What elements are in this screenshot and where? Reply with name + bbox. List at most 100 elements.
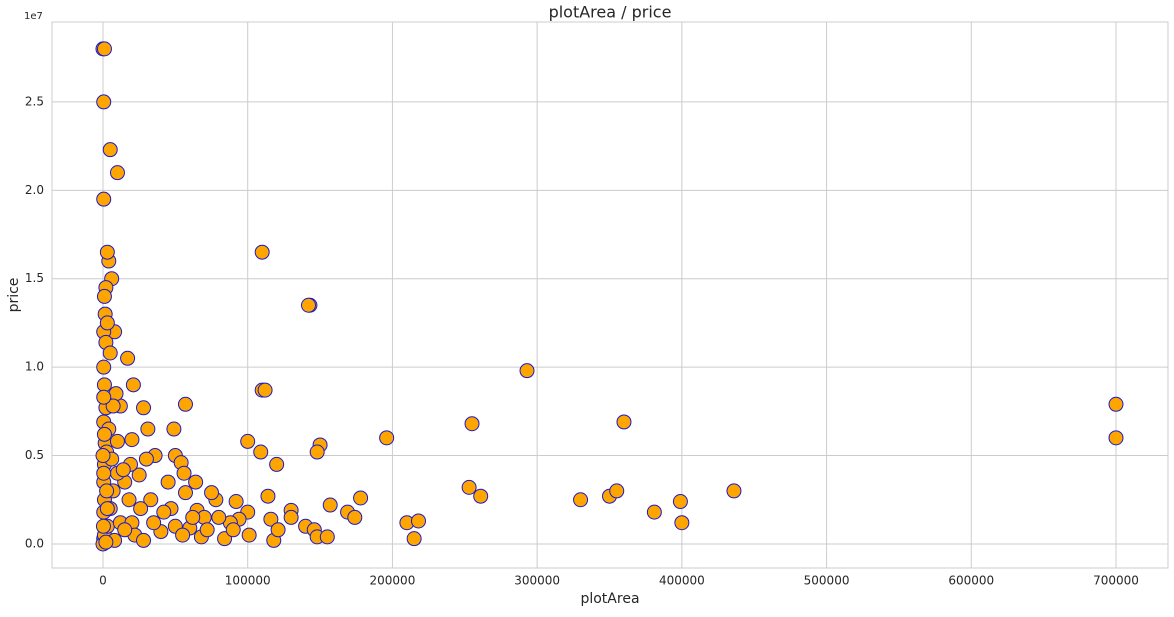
x-tick-label: 0 — [99, 574, 107, 588]
point — [726, 483, 742, 499]
point — [185, 509, 201, 525]
x-tick-label: 400000 — [659, 574, 705, 588]
point — [96, 41, 112, 57]
point — [146, 515, 162, 531]
point — [270, 522, 286, 538]
point — [143, 492, 159, 508]
point — [140, 421, 156, 437]
x-axis-label: plotArea — [580, 591, 639, 607]
point — [260, 488, 276, 504]
point — [96, 465, 112, 481]
point — [109, 433, 125, 449]
point — [309, 444, 325, 460]
point — [347, 509, 363, 525]
point — [254, 244, 270, 260]
point — [253, 444, 269, 460]
point — [99, 501, 115, 517]
point — [461, 479, 477, 495]
point — [646, 504, 662, 520]
point — [102, 142, 118, 158]
chart-title: plotArea / price — [549, 3, 672, 22]
y-tick-label: 1.0 — [25, 360, 44, 374]
plot-frame — [51, 21, 1169, 569]
point — [199, 522, 215, 538]
point — [283, 509, 299, 525]
point — [410, 513, 426, 529]
point — [225, 522, 241, 538]
point — [240, 433, 256, 449]
point — [319, 529, 335, 545]
point — [674, 515, 690, 531]
point — [519, 363, 535, 379]
point — [115, 462, 131, 478]
point — [99, 244, 115, 260]
x-tick-label: 100000 — [225, 574, 271, 588]
point — [99, 315, 115, 331]
marks-layer — [95, 41, 1124, 552]
point — [136, 532, 152, 548]
point — [109, 165, 125, 181]
y-axis-label: price — [6, 278, 22, 313]
point — [177, 396, 193, 412]
point — [96, 426, 112, 442]
point — [609, 483, 625, 499]
offset-text: 1e7 — [24, 11, 43, 22]
point — [188, 474, 204, 490]
point — [96, 389, 112, 405]
point — [105, 398, 121, 414]
point — [175, 527, 191, 543]
y-tick-label: 2.0 — [25, 183, 44, 197]
point — [257, 382, 273, 398]
x-tick-label: 600000 — [948, 574, 994, 588]
point — [136, 400, 152, 416]
point — [269, 456, 285, 472]
y-tick-label: 0.5 — [25, 448, 44, 462]
y-tick-label: 1.5 — [25, 271, 44, 285]
point — [300, 297, 316, 313]
point — [241, 527, 257, 543]
point — [263, 511, 279, 527]
point — [473, 488, 489, 504]
point — [99, 483, 115, 499]
point — [96, 191, 112, 207]
point — [131, 467, 147, 483]
x-tick-label: 500000 — [804, 574, 850, 588]
point — [379, 430, 395, 446]
y-tick-label: 2.5 — [25, 94, 44, 108]
point — [96, 377, 112, 393]
point — [95, 518, 111, 534]
point — [96, 359, 112, 375]
point — [464, 416, 480, 432]
point — [138, 451, 154, 467]
point — [124, 432, 140, 448]
point — [228, 494, 244, 510]
point — [1108, 430, 1124, 446]
point — [133, 501, 149, 517]
point — [95, 448, 111, 464]
point — [176, 465, 192, 481]
point — [102, 345, 118, 361]
point — [616, 414, 632, 430]
point — [672, 494, 688, 510]
y-tick-label: 0.0 — [25, 536, 44, 550]
point — [1108, 396, 1124, 412]
x-tick-label: 300000 — [514, 574, 560, 588]
point — [156, 504, 172, 520]
x-tick-label: 700000 — [1093, 574, 1139, 588]
x-tick-label: 200000 — [370, 574, 416, 588]
point — [96, 288, 112, 304]
point — [353, 490, 369, 506]
point — [211, 509, 227, 525]
point — [166, 421, 182, 437]
point — [204, 485, 220, 501]
point — [573, 492, 589, 508]
point — [96, 94, 112, 110]
point — [98, 534, 114, 550]
point — [125, 377, 141, 393]
point — [160, 474, 176, 490]
point — [406, 531, 422, 547]
point — [108, 386, 124, 402]
point — [120, 350, 136, 366]
point — [177, 485, 193, 501]
